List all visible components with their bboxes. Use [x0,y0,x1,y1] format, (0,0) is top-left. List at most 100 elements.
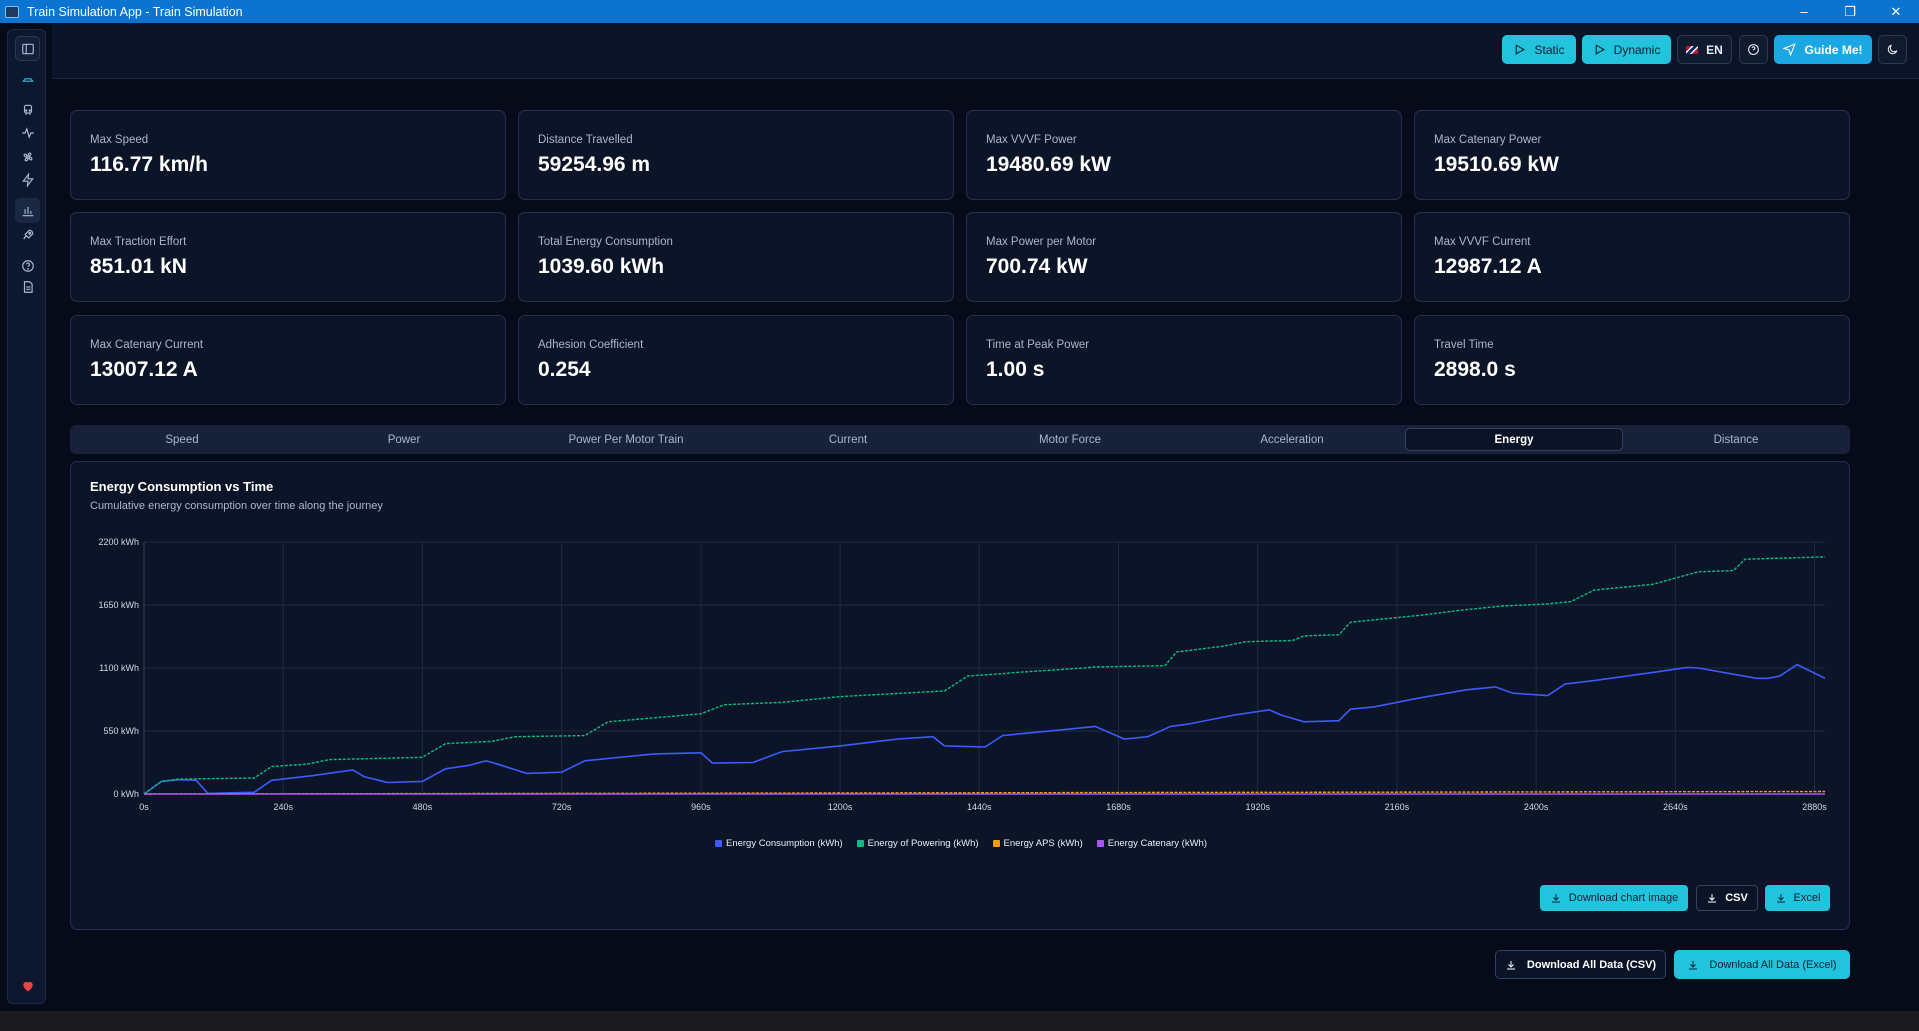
legend-swatch [714,840,722,847]
chart-tabs: Speed Power Power Per Motor Train Curren… [70,425,1850,454]
legend-swatch [1096,840,1104,847]
theme-toggle-button[interactable] [1878,35,1907,64]
x-tick-label: 1680s [1106,802,1131,812]
tab-power-per-motor-train[interactable]: Power Per Motor Train [568,433,684,446]
stat-card: Max VVVF Current 12987.12 A [1414,212,1850,302]
download-icon [1506,960,1515,969]
chart-title: Energy Consumption vs Time [90,479,274,494]
series-line [143,556,1826,795]
sidebar [7,29,46,1004]
legend-label: Energy of Powering (kWh) [867,838,979,849]
help-circle-icon[interactable] [15,253,40,278]
x-tick-label: 1920s [1245,802,1270,812]
close-icon[interactable]: ✕ [1890,3,1902,19]
x-tick-label: 1200s [828,802,853,812]
zap-icon[interactable] [15,167,40,192]
x-tick-label: 1440s [967,802,992,812]
help-circle-icon [1748,44,1759,55]
legend-swatch [856,840,864,847]
y-tick-label: 0 kWh [113,789,139,799]
tab-acceleration[interactable]: Acceleration [1260,433,1324,446]
legend-item[interactable]: Energy of Powering (kWh) [856,838,979,849]
download-icon [1708,894,1717,903]
taskbar-strip [0,1011,1919,1031]
legend-item[interactable]: Energy Consumption (kWh) [714,838,843,849]
play-icon [1516,44,1526,55]
stat-card: Max Catenary Current 13007.12 A [70,315,506,405]
tab-motor-force[interactable]: Motor Force [1039,433,1101,446]
download-all-csv-button[interactable]: Download All Data (CSV) [1495,950,1666,979]
dynamic-button[interactable]: Dynamic [1582,35,1671,64]
stat-card: Adhesion Coefficient 0.254 [518,315,954,405]
download-csv-button[interactable]: CSV [1696,885,1758,911]
x-tick-label: 960s [691,802,711,812]
chart-subtitle: Cumulative energy consumption over time … [90,500,383,512]
x-tick-label: 0s [139,802,149,812]
panel-left-icon[interactable] [15,36,40,61]
x-tick-label: 2880s [1802,802,1827,812]
download-icon [1551,894,1560,903]
bar-chart-icon[interactable] [15,198,40,223]
train-logo-icon[interactable] [15,67,40,92]
heart-icon[interactable] [15,973,40,998]
legend-item[interactable]: Energy APS (kWh) [992,838,1083,849]
minimize-icon[interactable]: – [1800,4,1808,19]
legend-label: Energy Catenary (kWh) [1107,838,1208,849]
stat-card: Max Traction Effort 851.01 kN [70,212,506,302]
stat-card: Max Speed 116.77 km/h [70,110,506,200]
legend-item[interactable]: Energy Catenary (kWh) [1096,838,1208,849]
x-tick-label: 240s [273,802,293,812]
stat-card: Max Power per Motor 700.74 kW [966,212,1402,302]
energy-chart: 0 kWh 550 kWh 1100 kWh 1650 kWh 2200 kWh 0s 24… [98,537,1827,812]
train-icon[interactable] [15,97,40,122]
tab-speed[interactable]: Speed [165,433,199,446]
app-icon [5,5,19,18]
play-icon [1595,44,1605,55]
chart-legend: Energy Consumption (kWh) Energy of Poweri… [71,838,1851,849]
y-tick-label: 1100 kWh [99,663,139,673]
legend-label: Energy Consumption (kWh) [725,838,843,849]
tab-distance[interactable]: Distance [1713,433,1759,446]
x-tick-label: 2640s [1663,802,1688,812]
y-tick-label: 550 kWh [103,726,139,736]
x-tick-label: 2160s [1385,802,1410,812]
language-button[interactable]: EN [1677,35,1732,64]
chart-panel: Energy Consumption vs Time Cumulative en… [70,461,1850,930]
stat-card: Distance Travelled 59254.96 m [518,110,954,200]
x-tick-label: 720s [552,802,572,812]
x-tick-label: 480s [413,802,433,812]
stat-card: Total Energy Consumption 1039.60 kWh [518,212,954,302]
tab-energy[interactable]: Energy [1405,428,1623,451]
download-icon [1689,960,1698,969]
tab-power[interactable]: Power [387,433,421,446]
guide-me-button[interactable]: Guide Me! [1774,35,1872,64]
top-bar: Static Dynamic EN Guide Me! [52,23,1919,79]
legend-label: Energy APS (kWh) [1003,838,1083,849]
download-icon [1776,894,1785,903]
legend-swatch [992,840,1000,847]
window-titlebar: Train Simulation App - Train Simulation … [0,0,1919,23]
restore-icon[interactable]: ❐ [1844,3,1856,19]
activity-icon[interactable] [15,120,40,145]
help-button[interactable] [1739,35,1768,64]
static-button[interactable]: Static [1502,35,1576,64]
y-tick-label: 2200 kWh [98,537,139,547]
tab-current[interactable]: Current [828,433,868,446]
moon-icon [1887,44,1898,55]
download-all-excel-button[interactable]: Download All Data (Excel) [1674,950,1850,979]
download-chart-image-button[interactable]: Download chart image [1540,885,1688,911]
window-title: Train Simulation App - Train Simulation [27,4,243,19]
x-tick-label: 2400s [1524,802,1549,812]
download-excel-button[interactable]: Excel [1765,885,1830,911]
stat-card: Time at Peak Power 1.00 s [966,315,1402,405]
rocket-icon[interactable] [15,222,40,247]
stat-card: Max Catenary Power 19510.69 kW [1414,110,1850,200]
series-line [143,663,1826,795]
send-icon [1783,43,1797,56]
y-tick-label: 1650 kWh [98,600,139,610]
stat-card: Max VVVF Power 19480.69 kW [966,110,1402,200]
document-icon[interactable] [15,274,40,299]
stat-card: Travel Time 2898.0 s [1414,315,1850,405]
uk-flag-icon [1686,45,1699,54]
fan-icon[interactable] [15,144,40,169]
